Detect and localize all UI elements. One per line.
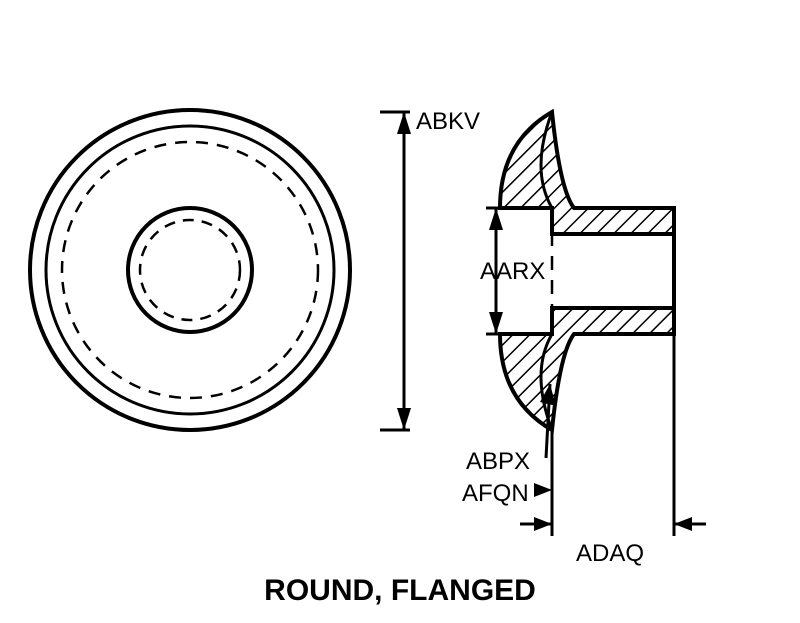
- front-view: [0, 0, 400, 540]
- dimension-abkv: [380, 0, 460, 540]
- label-adaq: ADAQ: [576, 540, 644, 568]
- dimension-adaq: [490, 0, 750, 560]
- diagram-title: ROUND, FLANGED: [210, 574, 590, 608]
- diagram-container: ABKV AARX: [0, 0, 800, 623]
